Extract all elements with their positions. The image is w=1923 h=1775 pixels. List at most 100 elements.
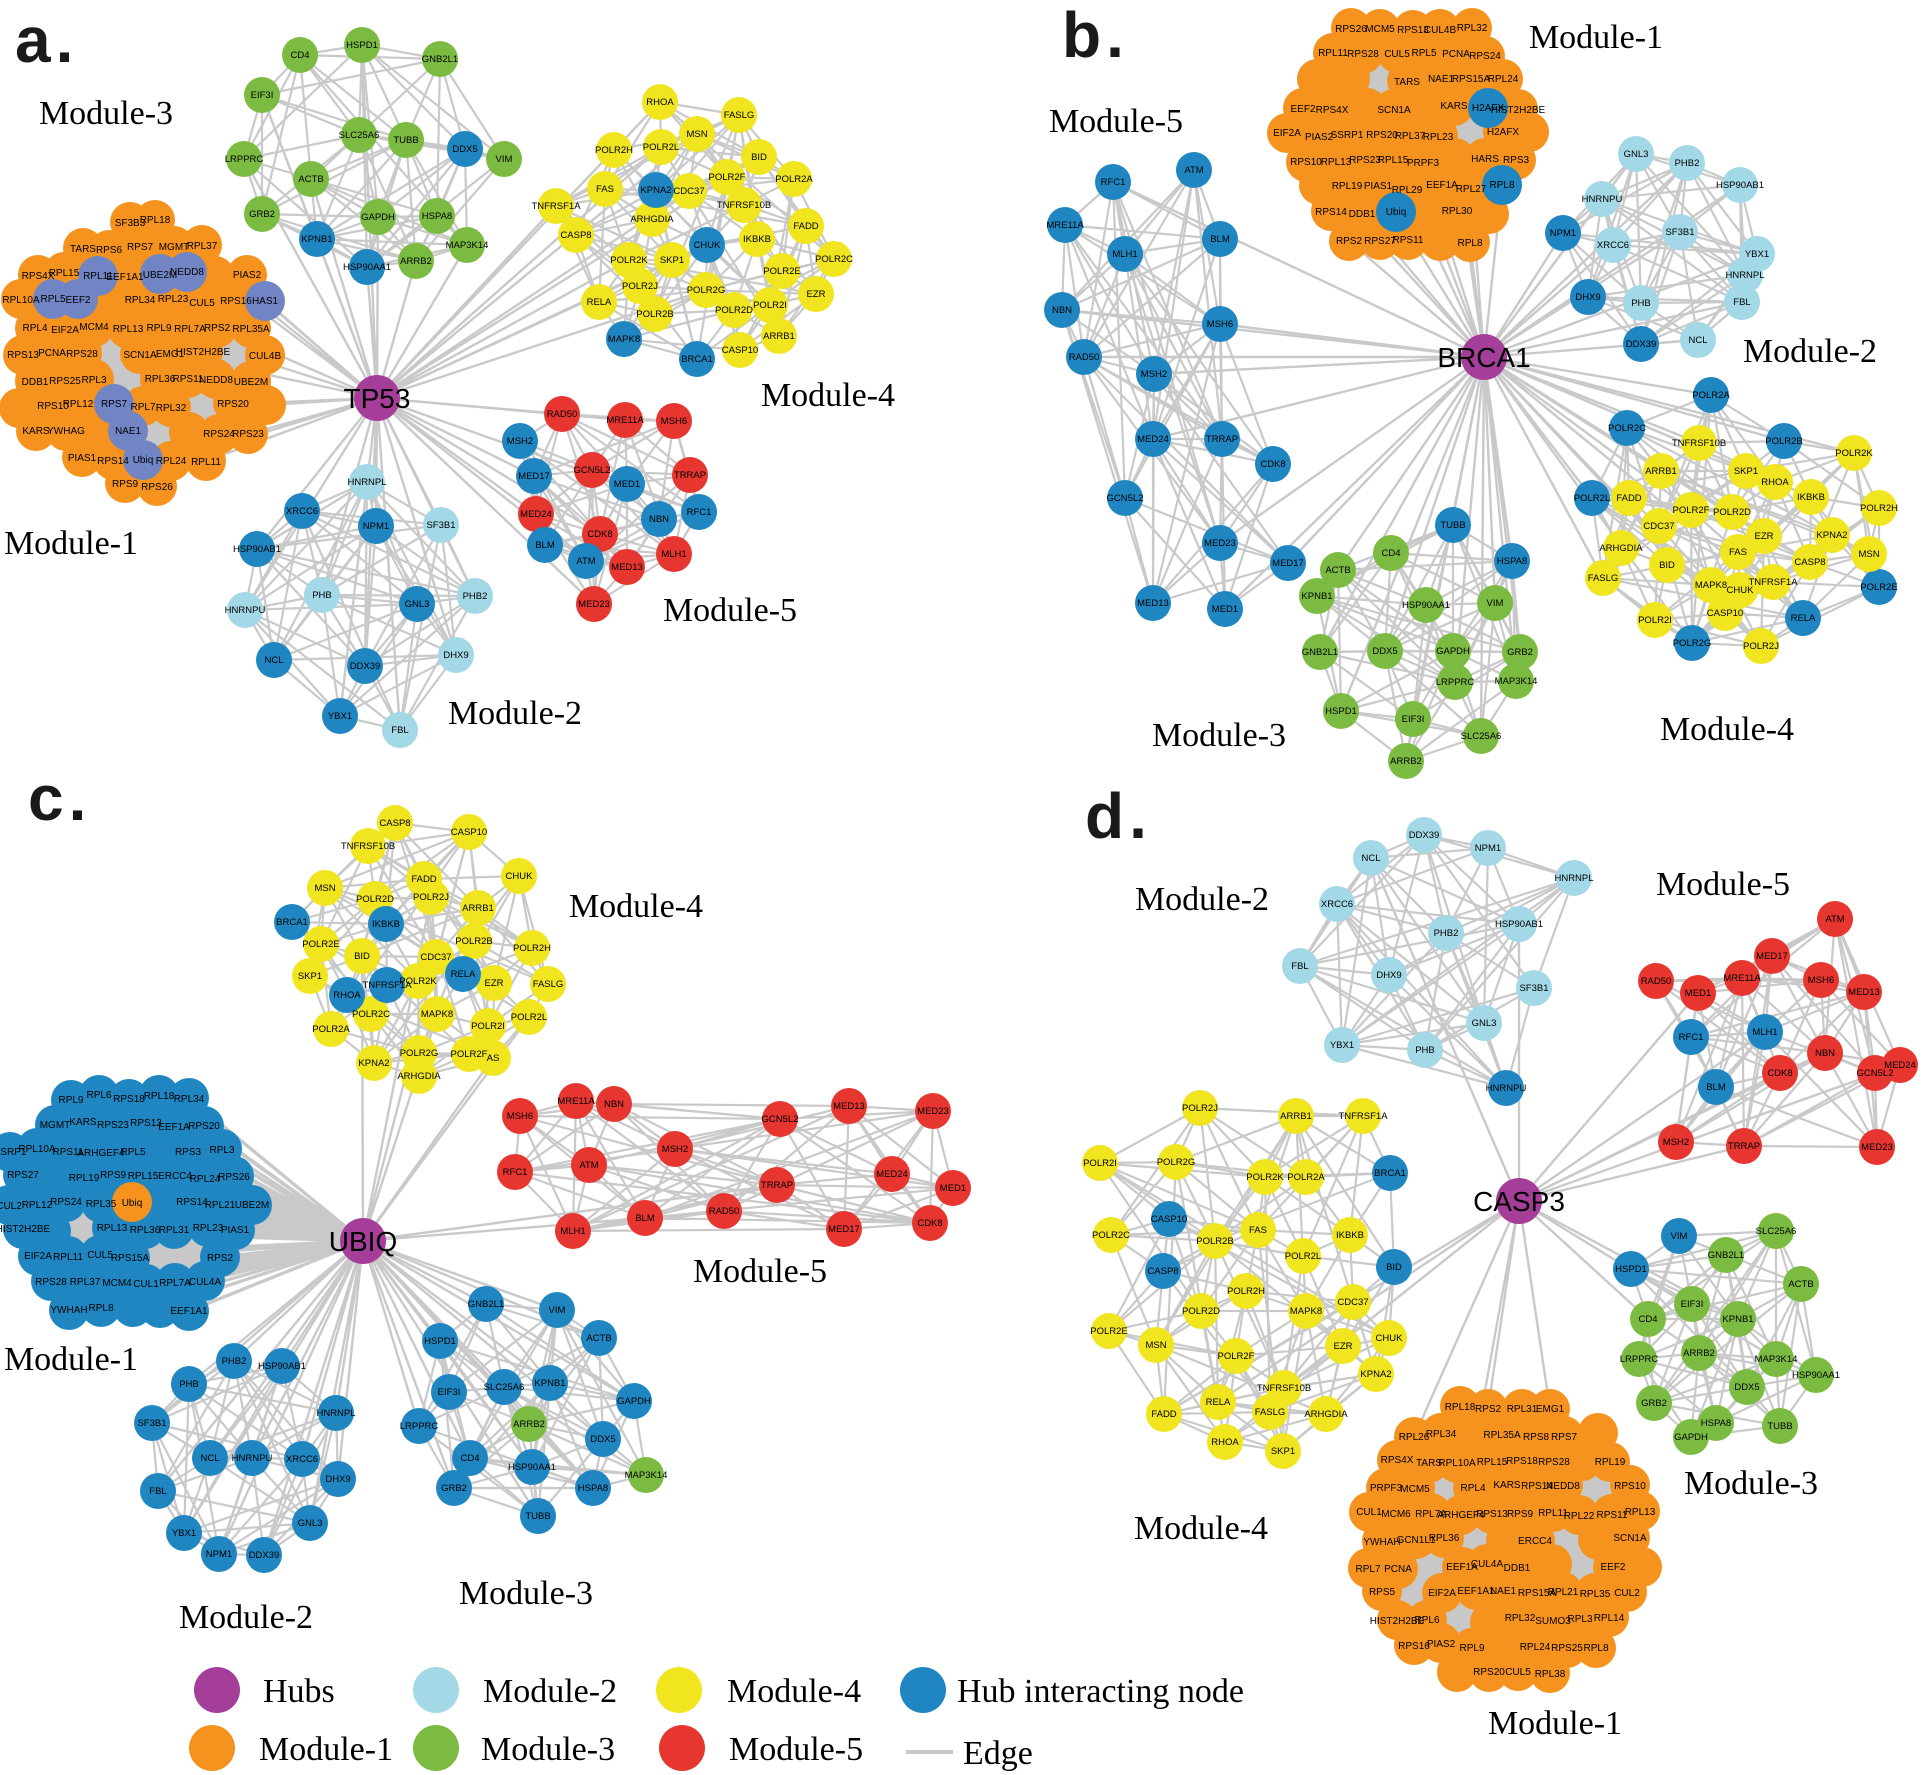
svg-text:YWHAH: YWHAH [50, 1305, 87, 1316]
svg-text:HSP90AA1: HSP90AA1 [508, 1462, 556, 1473]
svg-text:RPL7A: RPL7A [174, 324, 206, 335]
svg-text:SF3B1: SF3B1 [426, 520, 455, 531]
svg-text:NCL: NCL [1688, 335, 1707, 346]
svg-text:MSH2: MSH2 [1141, 369, 1167, 380]
svg-text:CDC37: CDC37 [1643, 521, 1674, 532]
svg-text:POLR2F: POLR2F [1218, 1351, 1255, 1362]
svg-text:BLM: BLM [1706, 1082, 1726, 1093]
svg-text:Module-5: Module-5 [729, 1731, 863, 1768]
svg-text:RPL19: RPL19 [1332, 181, 1363, 192]
svg-text:SUMO3: SUMO3 [1535, 1616, 1571, 1627]
svg-text:RPS5: RPS5 [1369, 1587, 1396, 1598]
svg-text:KPNB1: KPNB1 [1722, 1314, 1753, 1325]
svg-text:SCN1A: SCN1A [123, 350, 157, 361]
svg-text:Hubs: Hubs [263, 1673, 335, 1710]
svg-text:CHUK: CHUK [694, 240, 722, 251]
svg-text:MLH1: MLH1 [661, 549, 686, 560]
svg-text:RPL13: RPL13 [1321, 157, 1352, 168]
svg-text:GCN5L2: GCN5L2 [762, 1114, 799, 1125]
svg-text:POLR2G: POLR2G [400, 1048, 439, 1059]
svg-text:RPS28: RPS28 [66, 349, 98, 360]
svg-text:RPS25: RPS25 [1551, 1643, 1583, 1654]
svg-text:POLR2G: POLR2G [687, 285, 726, 296]
svg-text:TUBB: TUBB [525, 1511, 550, 1522]
svg-text:RPL34: RPL34 [1426, 1429, 1457, 1440]
svg-text:ARRB1: ARRB1 [1645, 466, 1677, 477]
svg-text:RPS20: RPS20 [1473, 1667, 1505, 1678]
svg-text:RPS9: RPS9 [112, 479, 139, 490]
svg-text:RFC1: RFC1 [687, 507, 712, 518]
svg-text:SF3B1: SF3B1 [1665, 227, 1694, 238]
svg-text:NEDD8: NEDD8 [199, 375, 233, 386]
svg-text:POLR2I: POLR2I [471, 1021, 505, 1032]
svg-text:RPL24: RPL24 [190, 1174, 221, 1185]
svg-text:EZR: EZR [807, 289, 826, 300]
svg-text:Module-2: Module-2 [179, 1599, 313, 1636]
svg-text:RPL6: RPL6 [1414, 1615, 1439, 1626]
svg-text:Module-5: Module-5 [663, 592, 797, 629]
svg-text:RPS10: RPS10 [1614, 1481, 1646, 1492]
svg-text:RPL24: RPL24 [1520, 1642, 1551, 1653]
svg-text:TARS: TARS [1416, 1458, 1442, 1469]
svg-text:MAP3K14: MAP3K14 [446, 240, 489, 251]
svg-text:Module-1: Module-1 [259, 1731, 393, 1768]
svg-text:RPS24: RPS24 [1469, 51, 1501, 62]
svg-text:RPS26: RPS26 [141, 482, 173, 493]
svg-text:NAE1: NAE1 [1490, 1586, 1517, 1597]
svg-text:SLC25A6: SLC25A6 [1461, 731, 1502, 742]
svg-text:Module-5: Module-5 [1656, 866, 1790, 903]
svg-text:CDK8: CDK8 [587, 529, 612, 540]
svg-text:POLR2I: POLR2I [1638, 615, 1672, 626]
svg-text:PCNA: PCNA [1442, 49, 1470, 60]
svg-text:Module-2: Module-2 [483, 1673, 617, 1710]
svg-text:GNL3: GNL3 [298, 1518, 323, 1529]
svg-text:HIST2H2BE: HIST2H2BE [0, 1224, 51, 1235]
svg-text:EEF1A: EEF1A [1446, 1562, 1478, 1573]
svg-text:MSN: MSN [686, 129, 707, 140]
svg-text:GRB2: GRB2 [249, 209, 275, 220]
svg-text:BLM: BLM [635, 1213, 655, 1224]
svg-text:POLR2G: POLR2G [1673, 638, 1712, 649]
svg-text:Edge: Edge [963, 1735, 1033, 1772]
svg-text:ARHGDIA: ARHGDIA [397, 1071, 441, 1082]
svg-text:KPNA2: KPNA2 [1816, 530, 1847, 541]
svg-text:RPL10A: RPL10A [1438, 1458, 1476, 1469]
svg-text:ATM: ATM [579, 1160, 598, 1171]
svg-text:MSN: MSN [314, 883, 335, 894]
svg-text:POLR2I: POLR2I [753, 300, 787, 311]
svg-text:EIF3I: EIF3I [1402, 714, 1425, 725]
svg-text:XRCC6: XRCC6 [1597, 240, 1629, 251]
svg-text:Module-1: Module-1 [1488, 1705, 1622, 1742]
svg-text:MAPK8: MAPK8 [608, 334, 640, 345]
svg-text:POLR2C: POLR2C [1092, 1230, 1130, 1241]
svg-text:RPL18: RPL18 [140, 215, 171, 226]
svg-text:GAPDH: GAPDH [361, 212, 395, 223]
svg-text:CUL4A: CUL4A [1471, 1559, 1504, 1570]
svg-text:MGMT: MGMT [40, 1120, 71, 1131]
svg-text:ARHGDIA: ARHGDIA [1599, 543, 1643, 554]
svg-text:RPL12: RPL12 [22, 1200, 53, 1211]
svg-text:YWHAG: YWHAG [47, 426, 85, 437]
svg-text:RPL21: RPL21 [205, 1200, 236, 1211]
svg-text:TUBB: TUBB [1767, 1421, 1792, 1432]
svg-text:POLR2C: POLR2C [352, 1009, 390, 1020]
svg-text:RPL8: RPL8 [1583, 1643, 1608, 1654]
svg-text:MLH1: MLH1 [1752, 1027, 1777, 1038]
svg-text:YBX1: YBX1 [1745, 249, 1769, 260]
svg-text:CDK8: CDK8 [1767, 1068, 1792, 1079]
svg-text:RPS24: RPS24 [203, 429, 235, 440]
svg-text:CUL2: CUL2 [0, 1201, 22, 1212]
svg-text:RPS13: RPS13 [1397, 25, 1429, 36]
svg-text:POLR2A: POLR2A [1692, 390, 1730, 401]
svg-text:ATM: ATM [1184, 165, 1203, 176]
svg-text:LRPPRC: LRPPRC [400, 1421, 439, 1432]
svg-text:GRB2: GRB2 [1641, 1398, 1667, 1409]
svg-text:CD4: CD4 [460, 1453, 479, 1464]
svg-text:PHB2: PHB2 [222, 1356, 247, 1367]
svg-text:TRRAP: TRRAP [1206, 434, 1238, 445]
svg-text:NEDD8: NEDD8 [1546, 1481, 1580, 1492]
svg-text:AS: AS [487, 1053, 500, 1064]
svg-text:TARS: TARS [70, 244, 96, 255]
svg-text:BLM: BLM [535, 540, 555, 551]
svg-text:TNFRSF1A: TNFRSF1A [531, 201, 581, 212]
